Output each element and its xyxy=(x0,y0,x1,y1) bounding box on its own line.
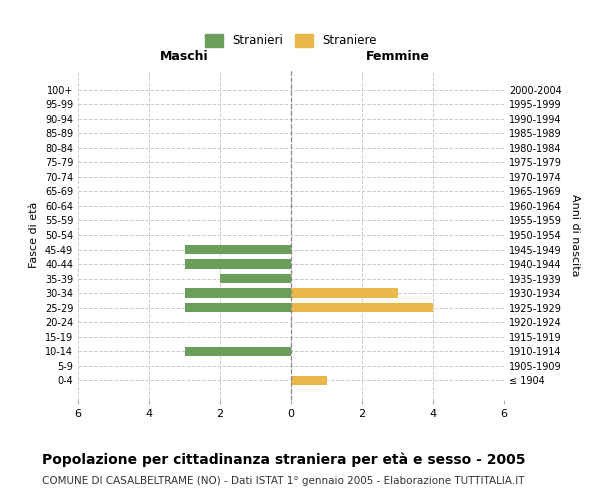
Text: Popolazione per cittadinanza straniera per età e sesso - 2005: Popolazione per cittadinanza straniera p… xyxy=(42,452,526,467)
Bar xyxy=(291,376,326,385)
Y-axis label: Fasce di età: Fasce di età xyxy=(29,202,39,268)
Bar xyxy=(291,303,433,312)
Text: COMUNE DI CASALBELTRAME (NO) - Dati ISTAT 1° gennaio 2005 - Elaborazione TUTTITA: COMUNE DI CASALBELTRAME (NO) - Dati ISTA… xyxy=(42,476,524,486)
Bar xyxy=(185,346,291,356)
Bar xyxy=(185,245,291,254)
Y-axis label: Anni di nascita: Anni di nascita xyxy=(570,194,580,276)
Bar xyxy=(291,288,398,298)
Bar xyxy=(220,274,291,283)
Text: Maschi: Maschi xyxy=(160,50,209,64)
Text: Femmine: Femmine xyxy=(365,50,430,64)
Bar xyxy=(185,303,291,312)
Bar xyxy=(185,260,291,269)
Legend: Stranieri, Straniere: Stranieri, Straniere xyxy=(200,30,382,52)
Bar xyxy=(185,288,291,298)
